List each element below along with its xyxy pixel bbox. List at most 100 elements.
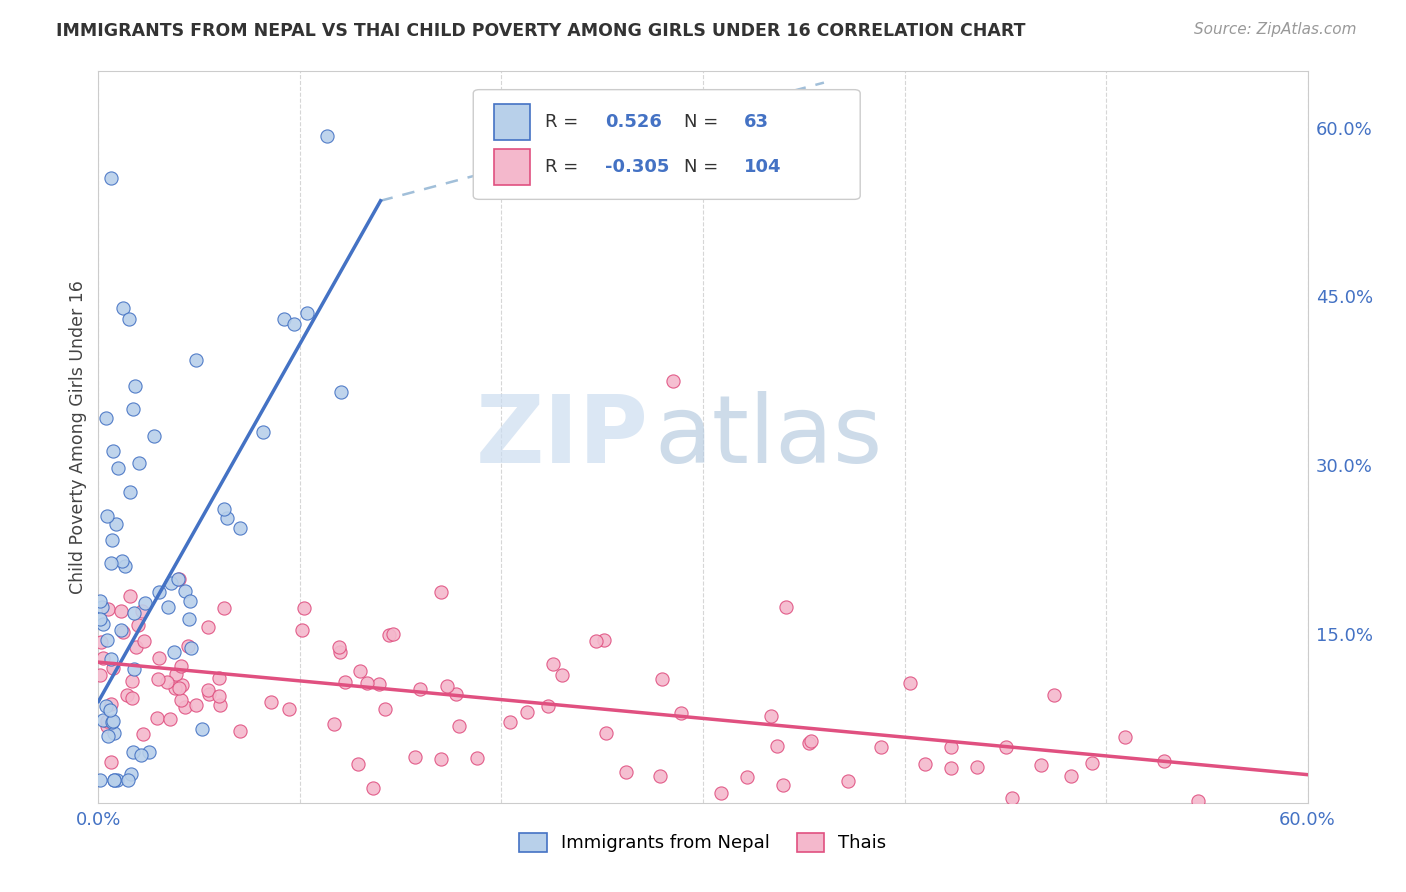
Point	[132, 727, 155, 741]
Point	[217, 511, 239, 525]
Point	[328, 640, 350, 655]
Point	[101, 443, 124, 458]
Point	[228, 521, 250, 535]
Point	[122, 606, 145, 620]
Point	[114, 559, 136, 574]
Point	[430, 584, 453, 599]
Point	[103, 714, 125, 728]
Point	[167, 681, 190, 696]
Point	[146, 673, 169, 687]
Point	[91, 651, 114, 665]
Point	[765, 739, 787, 753]
Point	[148, 650, 170, 665]
Point	[1001, 791, 1024, 805]
Point	[118, 312, 141, 326]
Text: R =: R =	[544, 113, 583, 131]
Point	[1153, 754, 1175, 768]
Point	[346, 756, 368, 771]
Point	[122, 663, 145, 677]
Point	[212, 601, 235, 615]
Point	[134, 595, 156, 609]
Point	[368, 677, 391, 691]
Point	[89, 593, 111, 607]
Point	[212, 502, 235, 516]
Point	[184, 353, 207, 368]
Point	[404, 749, 426, 764]
Point	[96, 719, 118, 733]
Point	[772, 778, 794, 792]
Point	[799, 736, 821, 750]
Point	[543, 657, 565, 672]
Point	[648, 769, 671, 783]
Point	[111, 554, 134, 568]
Point	[170, 677, 193, 691]
Point	[315, 129, 337, 144]
Point	[115, 688, 138, 702]
Point	[138, 745, 160, 759]
Point	[148, 585, 170, 599]
Text: N =: N =	[683, 113, 724, 131]
Point	[156, 675, 179, 690]
Point	[550, 668, 572, 682]
Text: 0.526: 0.526	[605, 113, 662, 131]
Text: atlas: atlas	[655, 391, 883, 483]
Point	[122, 745, 145, 759]
Point	[100, 171, 122, 186]
Point	[1031, 758, 1053, 772]
Point	[117, 773, 139, 788]
Point	[208, 698, 231, 713]
Point	[96, 633, 118, 648]
Point	[775, 600, 797, 615]
Point	[436, 679, 458, 693]
Point	[105, 516, 128, 531]
Text: 63: 63	[744, 113, 769, 131]
Text: R =: R =	[544, 158, 583, 176]
Point	[197, 683, 219, 698]
Point	[101, 661, 124, 675]
Y-axis label: Child Poverty Among Girls Under 16: Child Poverty Among Girls Under 16	[69, 280, 87, 594]
Point	[103, 725, 125, 739]
Point	[994, 740, 1017, 755]
Point	[121, 673, 143, 688]
Point	[96, 714, 118, 729]
Point	[1114, 730, 1136, 744]
Point	[165, 667, 187, 681]
Text: Source: ZipAtlas.com: Source: ZipAtlas.com	[1194, 22, 1357, 37]
Point	[173, 584, 195, 599]
Point	[177, 639, 200, 653]
Point	[449, 718, 471, 732]
Point	[94, 410, 117, 425]
Point	[96, 508, 118, 523]
Point	[800, 733, 823, 747]
Point	[378, 628, 401, 642]
Point	[229, 723, 252, 738]
Text: 104: 104	[744, 158, 782, 176]
Point	[118, 589, 141, 603]
Point	[143, 429, 166, 443]
Point	[89, 773, 111, 788]
Point	[465, 751, 488, 765]
Point	[1060, 769, 1083, 783]
Point	[91, 714, 114, 728]
Point	[273, 312, 295, 326]
FancyBboxPatch shape	[494, 104, 530, 139]
Point	[593, 633, 616, 648]
Point	[186, 698, 208, 712]
Point	[536, 698, 558, 713]
Point	[103, 773, 125, 788]
Point	[160, 576, 183, 591]
Text: IMMIGRANTS FROM NEPAL VS THAI CHILD POVERTY AMONG GIRLS UNDER 16 CORRELATION CHA: IMMIGRANTS FROM NEPAL VS THAI CHILD POVE…	[56, 22, 1026, 40]
Point	[837, 774, 859, 789]
Point	[100, 714, 122, 729]
Point	[110, 623, 132, 637]
Point	[180, 641, 202, 656]
Point	[516, 705, 538, 719]
Point	[146, 711, 169, 725]
Point	[111, 301, 134, 315]
Point	[167, 572, 190, 586]
Point	[651, 673, 673, 687]
Point	[710, 786, 733, 800]
Point	[197, 620, 219, 634]
Point	[614, 765, 637, 780]
Point	[89, 668, 111, 682]
